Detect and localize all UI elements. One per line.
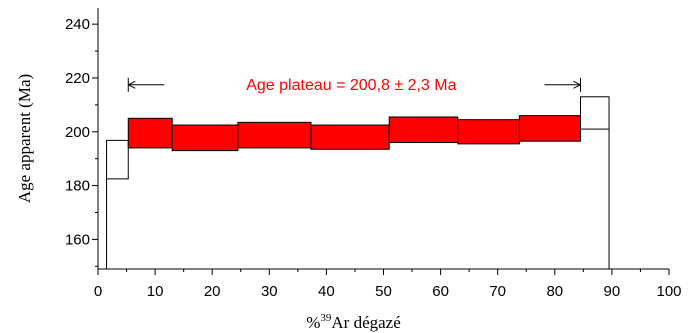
x-tick-label: 10: [147, 283, 164, 300]
age-spectrum-steps: [106, 96, 610, 269]
y-tick-label: 160: [65, 231, 90, 248]
y-tick-label: 180: [65, 178, 90, 195]
y-tick-label: 220: [65, 70, 90, 87]
x-tick-label: 40: [318, 283, 335, 300]
y-axis-ticks: 160 180 200 220 240: [65, 16, 98, 267]
x-axis-title-superscript: 39: [320, 312, 332, 324]
x-tick-label: 60: [432, 283, 449, 300]
x-tick-label: 50: [375, 283, 392, 300]
x-axis-ticks: 0 10 20 30 40 50 60 70 80 90 100: [94, 269, 682, 300]
plateau-left-arrowhead: [128, 80, 136, 89]
step-1: [106, 139, 129, 180]
plateau-step-4: [237, 121, 312, 149]
x-axis-title-prefix: %: [306, 313, 320, 332]
x-tick-label: 0: [94, 283, 102, 300]
x-tick-label: 30: [261, 283, 278, 300]
plateau-step-6: [388, 116, 459, 144]
x-tick-label: 70: [489, 283, 506, 300]
y-axis-title: Age apparent (Ma): [15, 74, 34, 203]
step-9: [579, 96, 610, 130]
plateau-annotation: Age plateau = 200,8 ± 2,3 Ma: [127, 77, 581, 94]
y-tick-label: 200: [65, 124, 90, 141]
x-axis-title-suffix: Ar dégazé: [331, 313, 400, 332]
plateau-age-label: Age plateau = 200,8 ± 2,3 Ma: [246, 77, 456, 94]
x-tick-label: 80: [546, 283, 563, 300]
plateau-step-7: [457, 119, 520, 145]
plateau-step-8: [518, 115, 581, 142]
x-axis-title: %39Ar dégazé: [306, 312, 401, 332]
plateau-step-3: [171, 124, 239, 152]
plateau-right-arrowhead: [573, 80, 581, 89]
plateau-step-2: [127, 117, 173, 149]
plateau-step-5: [310, 124, 390, 150]
x-tick-label: 90: [604, 283, 621, 300]
x-tick-label: 20: [204, 283, 221, 300]
y-tick-label: 240: [65, 16, 90, 33]
x-tick-label: 100: [656, 283, 681, 300]
